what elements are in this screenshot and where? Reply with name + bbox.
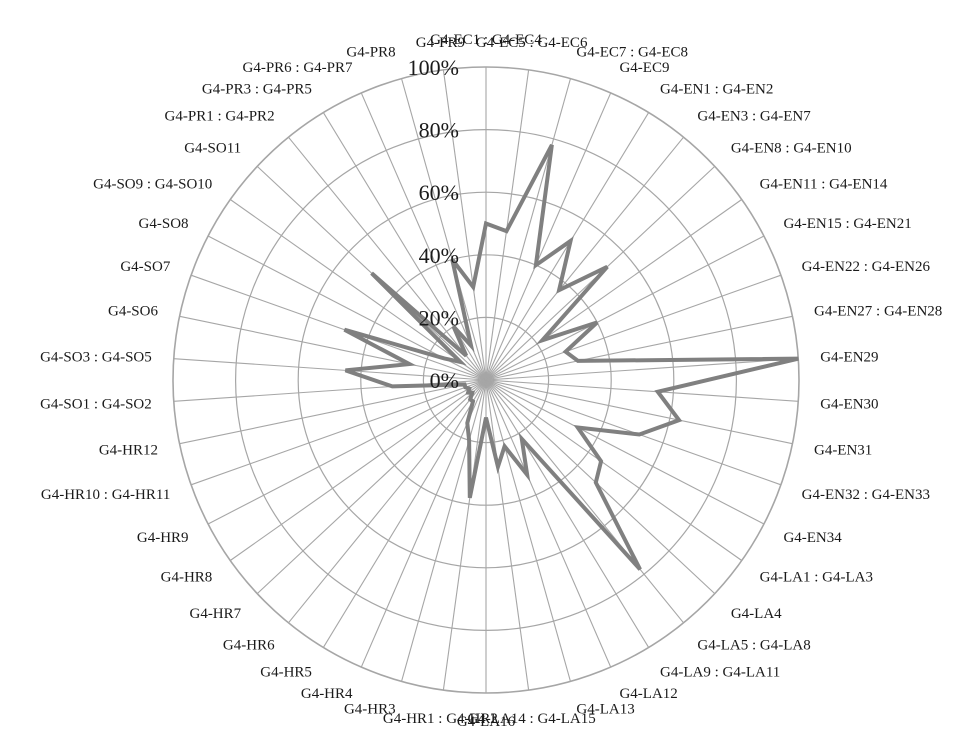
category-label: G4-EN31 [814, 442, 872, 458]
grid-spoke [229, 379, 487, 561]
category-label: G4-EN32 : G4-EN33 [802, 487, 930, 503]
category-label: G4-SO6 [108, 304, 159, 320]
tick-label: 100% [408, 55, 459, 80]
grid-spoke [322, 112, 487, 381]
grid-spoke [190, 379, 487, 486]
grid-spoke [485, 379, 799, 402]
category-label: G4-EC9 [619, 60, 669, 76]
grid-spoke [485, 379, 743, 561]
category-label: G4-EC7 : G4-EC8 [576, 45, 688, 61]
category-label: G4-HR12 [99, 442, 158, 458]
grid-spoke [485, 379, 530, 691]
grid-spoke [485, 379, 650, 648]
grid-spoke [485, 379, 716, 595]
category-label: G4-PR6 : G4-PR7 [243, 60, 354, 76]
category-label: G4-HR9 [137, 530, 189, 546]
grid-spoke [322, 379, 487, 648]
category-label: G4-HR3 [344, 701, 396, 717]
category-label: G4-PR3 : G4-PR5 [202, 82, 312, 98]
category-label: G4-EN11 : G4-EN14 [760, 176, 888, 192]
grid-spoke [401, 379, 487, 682]
category-label: G4-SO1 : G4-SO2 [40, 396, 152, 412]
grid-spoke [485, 136, 684, 381]
grid-spoke [485, 78, 571, 381]
grid-spoke [256, 379, 487, 595]
grid-spoke [288, 379, 487, 624]
grid-spoke [229, 199, 487, 381]
category-label: G4-SO7 [120, 259, 171, 275]
category-label: G4-HR6 [223, 638, 275, 654]
category-label: G4-LA5 : G4-LA8 [697, 638, 810, 654]
grid-spoke [442, 69, 487, 381]
category-label: G4-EN29 [820, 350, 878, 366]
tick-label: 0% [430, 368, 459, 393]
category-label: G4-LA14 : G4-LA15 [467, 711, 595, 727]
grid-spoke [190, 274, 487, 381]
category-label: G4-LA16 [457, 714, 516, 729]
category-label: G4-SO11 [184, 140, 241, 156]
category-label: G4-PR8 [346, 45, 395, 61]
grid-spoke [485, 92, 612, 381]
category-label: G4-EC1 : G4-EC4 [430, 32, 542, 48]
grid-spoke [173, 358, 487, 381]
category-label: G4-EN3 : G4-EN7 [697, 108, 811, 124]
grid-spoke [485, 358, 799, 381]
grid-spoke [485, 379, 571, 682]
category-label: G4-EN8 : G4-EN10 [731, 140, 852, 156]
category-label: G4-EN27 : G4-EN28 [814, 304, 942, 320]
grid-spoke [360, 92, 487, 381]
grid-spoke [485, 315, 793, 381]
category-label: G4-PR1 : G4-PR2 [165, 108, 275, 124]
category-label: G4-EN34 [783, 530, 842, 546]
category-label: G4-HR8 [161, 570, 213, 586]
category-label: G4-SO3 : G4-SO5 [40, 350, 152, 366]
category-label: G4-HR5 [260, 664, 312, 680]
tick-label: 20% [419, 305, 459, 330]
category-label: G4-LA13 [576, 701, 634, 717]
category-label: G4-LA1 : G4-LA3 [760, 570, 873, 586]
grid-spoke [485, 274, 782, 381]
category-label: G4-HR7 [189, 606, 241, 622]
grid-spoke [442, 379, 487, 691]
grid-spoke [207, 379, 487, 525]
series-layer [343, 143, 799, 571]
tick-label: 40% [419, 243, 459, 268]
series-line [343, 143, 799, 571]
category-label: G4-LA12 [619, 686, 677, 702]
grid-spoke [485, 379, 765, 525]
category-label: G4-PR9 [416, 35, 465, 51]
grid-spoke [485, 379, 684, 624]
grid-spoke [485, 379, 612, 668]
category-label: G4-EN22 : G4-EN26 [802, 259, 931, 275]
grid-spoke [179, 379, 487, 445]
category-label: G4-LA4 [731, 606, 782, 622]
grid-spoke [288, 136, 487, 381]
category-label: G4-EN15 : G4-EN21 [783, 216, 911, 232]
tick-label: 60% [419, 180, 459, 205]
category-label: G4-SO9 : G4-SO10 [93, 176, 212, 192]
category-label: G4-EN30 [820, 396, 878, 412]
tick-labels: 0% 20% 40% 60% 80% 100% [408, 55, 459, 393]
grid-spoke [485, 379, 793, 445]
grid-spoke [485, 69, 530, 381]
category-label: G4-LA9 : G4-LA11 [660, 664, 780, 680]
grid-spoke [401, 78, 487, 381]
category-label: G4-HR1 : G4-HR2 [383, 711, 498, 727]
grid-spoke [360, 379, 487, 668]
grid-spoke [485, 235, 765, 381]
category-label: G4-HR10 : G4-HR11 [41, 487, 170, 503]
grid-spoke [485, 199, 743, 381]
category-label: G4-EN1 : G4-EN2 [660, 82, 773, 98]
category-label: G4-HR4 [301, 686, 353, 702]
grid-spoke [179, 315, 487, 381]
tick-label: 80% [419, 118, 459, 143]
category-label: G4-EC5 : G4-EC6 [476, 35, 588, 51]
category-label: G4-SO8 [139, 216, 189, 232]
